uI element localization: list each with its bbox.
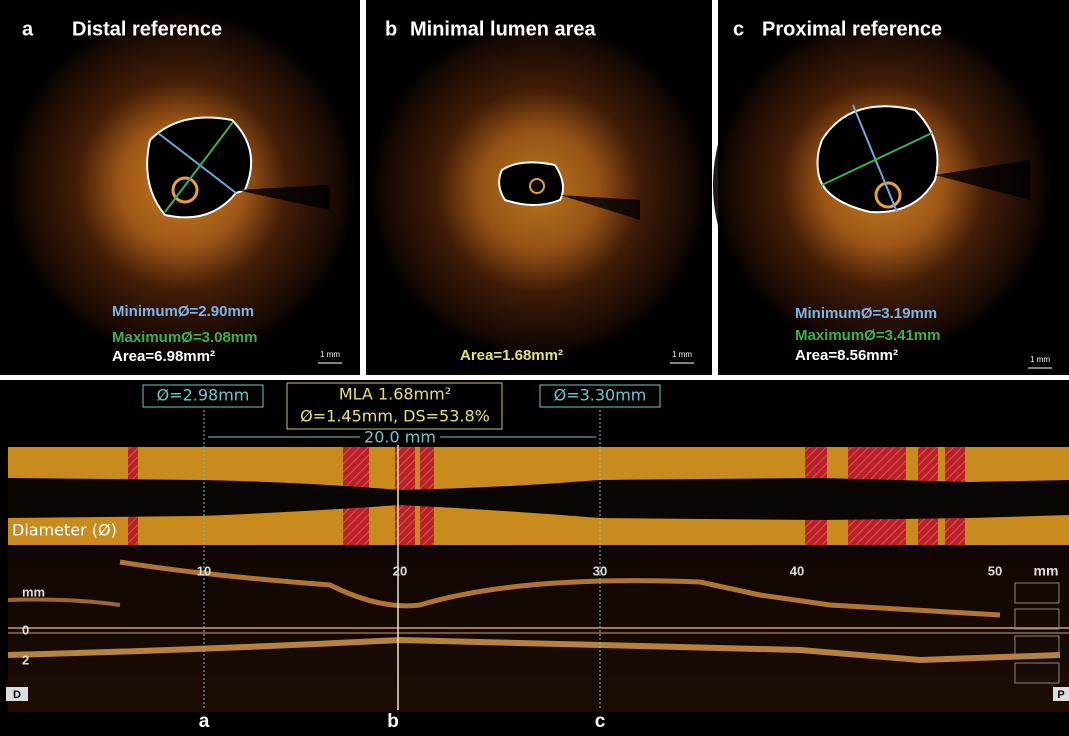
position-label: a xyxy=(199,711,210,732)
scale-label: 1 mm xyxy=(1030,355,1050,364)
axis-tick-label: 10 xyxy=(197,563,211,578)
area-label: Area=1.68mm² xyxy=(460,347,563,364)
depth-tick: 0 xyxy=(22,622,29,637)
axis-unit: mm xyxy=(1034,563,1059,579)
position-label: c xyxy=(595,711,606,732)
proximal-marker: Ø=3.30mm xyxy=(554,386,647,405)
area-label: Area=8.56mm² xyxy=(795,347,898,364)
figure: a Distal reference MinimumØ=2.90mm Maxim… xyxy=(0,0,1069,736)
panel-letter: c xyxy=(733,18,744,40)
panel-b xyxy=(366,0,712,375)
min-label: MinimumØ=3.19mm xyxy=(795,305,937,322)
depth-tick: 2 xyxy=(22,652,29,667)
span-label: 20.0 mm xyxy=(364,428,436,447)
end-label: D xyxy=(13,689,21,701)
panel-title: Minimal lumen area xyxy=(410,18,596,40)
scale-label: 1 mm xyxy=(320,350,340,359)
position-label: b xyxy=(387,711,399,732)
panel-letter: a xyxy=(22,18,34,40)
longitudinal-view xyxy=(0,380,1069,736)
mla-diameter: Ø=1.45mm, DS=53.8% xyxy=(300,407,490,426)
mla-label: MLA 1.68mm² xyxy=(339,385,451,404)
end-label: P xyxy=(1057,689,1064,701)
axis-tick-label: 50 xyxy=(988,563,1002,578)
axis-tick-label: 40 xyxy=(790,563,804,578)
panel-letter: b xyxy=(385,18,397,40)
max-label: MaximumØ=3.08mm xyxy=(112,329,257,346)
max-label: MaximumØ=3.41mm xyxy=(795,327,940,344)
diameter-label: Diameter (Ø) xyxy=(12,521,117,540)
axis-tick-label: 20 xyxy=(393,563,407,578)
distal-marker: Ø=2.98mm xyxy=(157,386,250,405)
panel-title: Distal reference xyxy=(72,18,222,40)
area-label: Area=6.98mm² xyxy=(112,348,215,365)
min-label: MinimumØ=2.90mm xyxy=(112,303,254,320)
depth-unit: mm xyxy=(22,584,45,599)
scale-label: 1 mm xyxy=(672,350,692,359)
axis-tick-label: 30 xyxy=(593,563,607,578)
panel-title: Proximal reference xyxy=(762,18,942,40)
